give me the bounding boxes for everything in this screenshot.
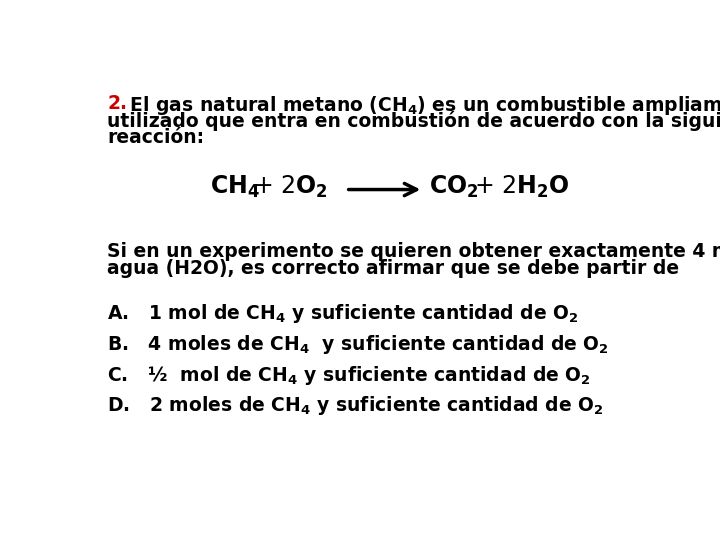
Text: B.   4 moles de $\mathbf{CH_4}$  y suficiente cantidad de $\mathbf{O_2}$: B. 4 moles de $\mathbf{CH_4}$ y suficien… xyxy=(107,333,609,356)
Text: D.   2 moles de $\mathbf{CH_4}$ y suficiente cantidad de $\mathbf{O_2}$: D. 2 moles de $\mathbf{CH_4}$ y suficien… xyxy=(107,394,603,417)
Text: $+\ 2\mathbf{H_2O}$: $+\ 2\mathbf{H_2O}$ xyxy=(474,174,570,200)
Text: El gas natural metano ($\mathbf{CH_4}$) es un combustible ampliamente: El gas natural metano ($\mathbf{CH_4}$) … xyxy=(123,94,720,117)
Text: Si en un experimento se quieren obtener exactamente 4 moles de: Si en un experimento se quieren obtener … xyxy=(107,242,720,261)
Text: $\mathbf{CO_2}$: $\mathbf{CO_2}$ xyxy=(429,174,479,200)
Text: A.   1 mol de $\mathbf{CH_4}$ y suficiente cantidad de $\mathbf{O_2}$: A. 1 mol de $\mathbf{CH_4}$ y suficiente… xyxy=(107,302,579,325)
Text: $+\ 2\mathbf{O_2}$: $+\ 2\mathbf{O_2}$ xyxy=(253,174,328,200)
Text: agua (H2O), es correcto afirmar que se debe partir de: agua (H2O), es correcto afirmar que se d… xyxy=(107,259,679,278)
Text: utilizado que entra en combustión de acuerdo con la siguiente: utilizado que entra en combustión de acu… xyxy=(107,111,720,131)
Text: 2.: 2. xyxy=(107,94,127,113)
Text: $\mathbf{CH_4}$: $\mathbf{CH_4}$ xyxy=(210,174,260,200)
Text: reacción:: reacción: xyxy=(107,128,204,147)
Text: C.   ½  mol de $\mathbf{CH_4}$ y suficiente cantidad de $\mathbf{O_2}$: C. ½ mol de $\mathbf{CH_4}$ y suficiente… xyxy=(107,363,591,387)
